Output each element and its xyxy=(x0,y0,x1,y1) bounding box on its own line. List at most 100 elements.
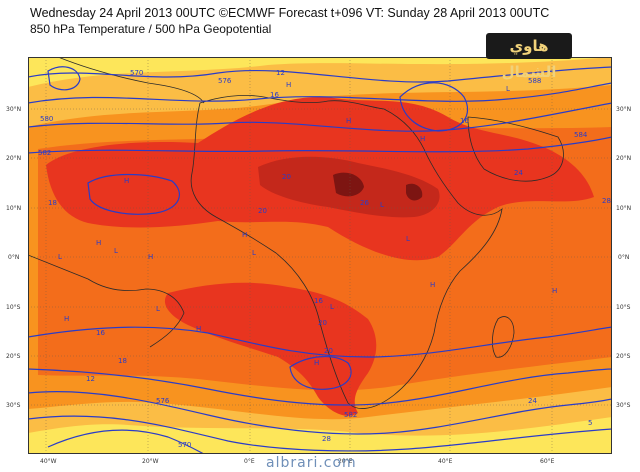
contour-576-north xyxy=(28,82,612,104)
lat-label-0n-left: 0°N xyxy=(8,254,20,261)
pressure-mark: L xyxy=(58,253,62,261)
pressure-mark: H xyxy=(314,359,319,367)
pressure-mark: H xyxy=(96,239,101,247)
pressure-mark: H xyxy=(148,253,153,261)
pressure-mark: L xyxy=(156,305,160,313)
contour-label: 576 xyxy=(156,397,170,405)
contour-label: 16 xyxy=(270,91,279,99)
madagascar-coast xyxy=(492,316,515,358)
lon-label-60e: 60°E xyxy=(540,458,555,465)
lat-label-10s-right: 10°S xyxy=(616,304,631,311)
lat-label-20n-right: 20°N xyxy=(616,155,632,162)
map-frame xyxy=(28,57,612,454)
pressure-mark: L xyxy=(506,85,510,93)
contour-closed-northwest xyxy=(47,66,81,91)
weather-map: 570 576 580 582 584 588 12 16 16 18 20 2… xyxy=(28,57,612,454)
pressure-mark: L xyxy=(114,247,118,255)
contour-588-closed-south xyxy=(289,356,352,390)
contour-label: 16 xyxy=(460,117,469,125)
contour-label: 5 xyxy=(588,419,592,427)
lat-label-10s-left: 10°S xyxy=(6,304,21,311)
contour-label: 588 xyxy=(528,77,541,85)
site-watermark: albrari.com xyxy=(266,455,357,471)
temperature-hotspot-2 xyxy=(406,183,423,201)
pressure-mark: H xyxy=(124,177,129,185)
arabia-coast xyxy=(467,116,564,182)
contour-584-north xyxy=(28,136,612,154)
contour-582-north xyxy=(28,102,612,132)
map-title: Wednesday 24 April 2013 00UTC ©ECMWF For… xyxy=(30,6,550,20)
south-america-coast xyxy=(28,254,185,348)
pressure-mark: H xyxy=(552,287,557,295)
contour-label: 20 xyxy=(258,207,267,215)
map-subtitle: 850 hPa Temperature / 500 hPa Geopotenti… xyxy=(30,22,272,36)
pressure-marks: H H H H H L L L L H H H L L H H L H L H xyxy=(58,81,557,367)
lat-label-20s-right: 20°S xyxy=(616,353,631,360)
pressure-mark: L xyxy=(380,201,384,209)
pressure-mark: L xyxy=(406,235,410,243)
contour-label: 20 xyxy=(324,347,333,355)
contour-label: 12 xyxy=(276,69,285,77)
contour-570-north xyxy=(28,66,612,83)
pressure-mark: H xyxy=(242,231,247,239)
contour-label: 20 xyxy=(318,319,327,327)
pressure-mark: H xyxy=(286,81,291,89)
iberia-coast xyxy=(57,57,205,104)
logo-text: هاوي الشمال xyxy=(501,37,557,81)
graticule xyxy=(28,57,612,454)
pressure-mark: H xyxy=(196,325,201,333)
contour-label: 580 xyxy=(40,115,53,123)
lon-label-40w: 40°W xyxy=(40,458,57,465)
lat-label-30s-right: 30°S xyxy=(616,402,631,409)
contour-582-south xyxy=(28,368,612,406)
lat-label-0n-right: 0°N xyxy=(618,254,630,261)
africa-coast xyxy=(190,95,503,409)
lat-label-30n-left: 30°N xyxy=(6,106,22,113)
contour-label: 28 xyxy=(322,435,331,443)
lon-label-0e: 0°E xyxy=(244,458,255,465)
contour-label: 570 xyxy=(130,69,143,77)
contour-564-south xyxy=(47,429,205,454)
coastlines xyxy=(28,57,564,409)
pressure-mark: H xyxy=(64,315,69,323)
contour-label: 584 xyxy=(574,131,588,139)
contour-label: 24 xyxy=(514,169,523,177)
contour-label: 18 xyxy=(48,199,57,207)
pressure-mark: L xyxy=(330,303,334,311)
temperature-hotspot-1 xyxy=(333,172,364,197)
contour-588-closed-west xyxy=(87,173,181,215)
lat-label-10n-left: 10°N xyxy=(6,205,22,212)
lat-label-30s-left: 30°S xyxy=(6,402,21,409)
contour-label: 12 xyxy=(86,375,95,383)
contour-label: 26 xyxy=(360,199,369,207)
pressure-mark: H xyxy=(346,117,351,125)
contour-closed-northeast xyxy=(399,82,469,132)
contour-label: 16 xyxy=(314,297,323,305)
contour-label: 24 xyxy=(528,397,537,405)
contour-label: 582 xyxy=(344,411,357,419)
lat-label-10n-right: 10°N xyxy=(616,205,632,212)
contour-label: 582 xyxy=(38,149,51,157)
temperature-field-red-south xyxy=(164,282,377,416)
contour-570-south xyxy=(28,415,612,452)
geopotential-contours xyxy=(28,66,612,454)
contour-584-south xyxy=(28,326,612,358)
lat-label-20s-left: 20°S xyxy=(6,353,21,360)
contour-label: 28 xyxy=(602,197,611,205)
contour-label-group: 570 576 580 582 584 588 12 16 16 18 20 2… xyxy=(38,69,611,449)
lat-label-20n-left: 20°N xyxy=(6,155,22,162)
lat-label-30n-right: 30°N xyxy=(616,106,632,113)
contour-label: 20 xyxy=(282,173,291,181)
contour-label: 576 xyxy=(218,77,232,85)
lon-label-40e: 40°E xyxy=(438,458,453,465)
contour-label: 16 xyxy=(96,329,105,337)
header: Wednesday 24 April 2013 00UTC ©ECMWF For… xyxy=(0,0,640,42)
weather-map-svg: 570 576 580 582 584 588 12 16 16 18 20 2… xyxy=(28,57,612,454)
contour-label: 18 xyxy=(118,357,127,365)
lon-label-20e: 20°E xyxy=(338,458,353,465)
lon-label-20w: 20°W xyxy=(142,458,159,465)
pressure-mark: H xyxy=(420,135,425,143)
pressure-mark: L xyxy=(252,249,256,257)
site-logo: هاوي الشمال xyxy=(486,33,572,81)
pressure-mark: H xyxy=(430,281,435,289)
